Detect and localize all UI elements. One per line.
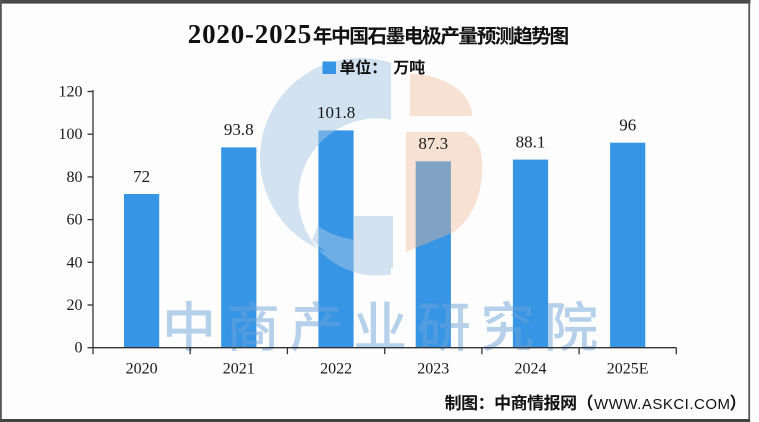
- svg-text:80: 80: [67, 169, 83, 186]
- svg-text:2024: 2024: [515, 361, 547, 378]
- svg-text:2025E: 2025E: [607, 361, 649, 378]
- svg-text:101.8: 101.8: [317, 103, 355, 122]
- svg-text:WWW.ASKCI.COM: WWW.ASKCI.COM: [594, 396, 731, 413]
- svg-text:2020-2025: 2020-2025: [188, 19, 312, 49]
- svg-text:72: 72: [133, 167, 150, 186]
- svg-text:2023: 2023: [417, 361, 449, 378]
- svg-text:2020: 2020: [126, 361, 158, 378]
- svg-text:120: 120: [59, 84, 83, 101]
- svg-text:2021: 2021: [223, 361, 255, 378]
- svg-text:40: 40: [67, 254, 83, 271]
- svg-text:2022: 2022: [320, 361, 352, 378]
- svg-text:96: 96: [619, 116, 636, 135]
- svg-text:87.3: 87.3: [418, 134, 448, 153]
- svg-text:93.8: 93.8: [224, 120, 254, 139]
- svg-text:20: 20: [67, 297, 83, 314]
- svg-text:100: 100: [59, 126, 83, 143]
- svg-text:88.1: 88.1: [516, 132, 546, 151]
- svg-text:0: 0: [75, 340, 83, 357]
- svg-text:60: 60: [67, 212, 83, 229]
